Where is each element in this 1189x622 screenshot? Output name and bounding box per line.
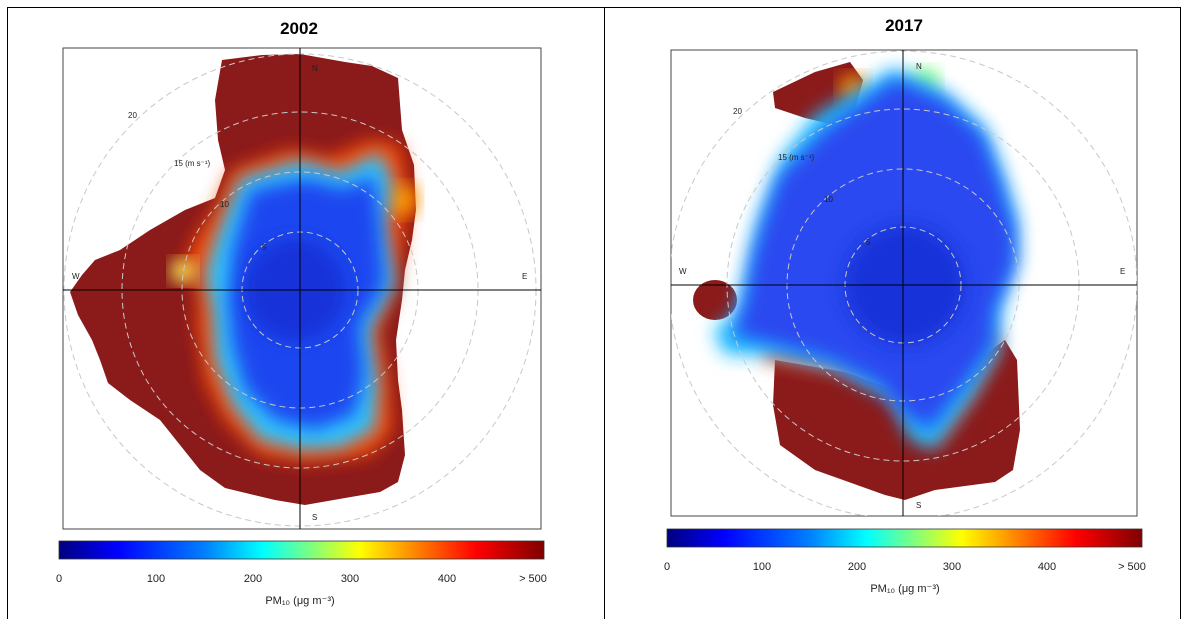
pollution-field <box>693 62 1020 500</box>
radial-label-5: 5 <box>262 243 267 252</box>
direction-w: W <box>679 267 687 276</box>
radial-label-20: 20 <box>733 107 742 116</box>
cell-divider <box>604 7 605 619</box>
colorbar-tick: > 500 <box>1118 561 1146 573</box>
polar-plot-2002: 2002 N E S W <box>56 19 547 607</box>
radial-label-5: 5 <box>866 238 871 247</box>
panel-2002: 2002 N E S W <box>56 19 547 607</box>
direction-s: S <box>916 501 921 510</box>
colorbar-tick: 100 <box>753 561 771 573</box>
direction-e: E <box>1120 267 1125 276</box>
colorbar-tick: 100 <box>147 573 165 585</box>
direction-w: W <box>72 272 80 281</box>
colorbar-tick: 0 <box>664 561 670 573</box>
radial-label-10: 10 <box>824 195 833 204</box>
chart-title: 2017 <box>885 16 923 35</box>
radial-label-10: 10 <box>220 200 229 209</box>
table-frame <box>7 7 1181 619</box>
colorbar-tick: 400 <box>1038 561 1056 573</box>
hotspot-east <box>386 184 418 216</box>
colorbar <box>666 528 1143 548</box>
colorbar-tick: 0 <box>56 573 62 585</box>
high-concentration-region <box>693 280 737 320</box>
colorbar-tick: 200 <box>244 573 262 585</box>
colorbar-label: PM₁₀ (μg m⁻³) <box>265 595 334 607</box>
axes <box>671 50 1137 516</box>
direction-e: E <box>522 272 527 281</box>
chart-title: 2002 <box>280 19 318 38</box>
radial-label-15: 15 (m s⁻¹) <box>174 159 211 168</box>
colorbar <box>58 540 545 560</box>
direction-n: N <box>312 64 318 73</box>
colorbar-tick: 200 <box>848 561 866 573</box>
radial-label-15: 15 (m s⁻¹) <box>778 153 815 162</box>
radial-label-20: 20 <box>128 111 137 120</box>
direction-n: N <box>916 62 922 71</box>
panel-2017: 2017 <box>605 0 1189 622</box>
direction-s: S <box>312 513 317 522</box>
hotspot-west <box>171 259 195 283</box>
axes <box>63 48 541 529</box>
high-concentration-region <box>773 340 1020 500</box>
colorbar-tick: > 500 <box>519 573 547 585</box>
colorbar-tick: 300 <box>341 573 359 585</box>
colorbar-tick: 300 <box>943 561 961 573</box>
colorbar-tick: 400 <box>438 573 456 585</box>
polar-plot-2017: 2017 <box>664 16 1146 595</box>
colorbar-label: PM₁₀ (μg m⁻³) <box>870 583 939 595</box>
